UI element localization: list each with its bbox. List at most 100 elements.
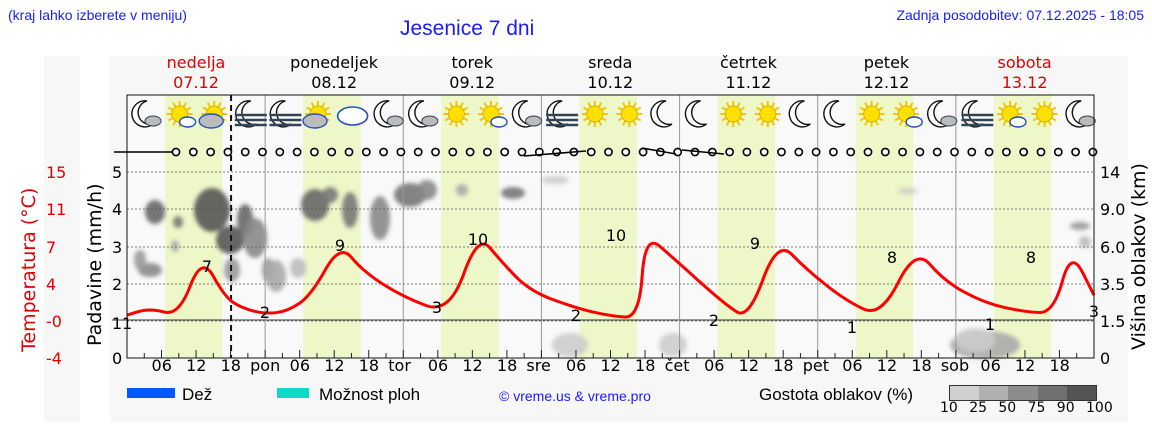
day-header: ponedeljek 08.12: [265, 53, 403, 93]
day-name: sreda: [588, 53, 633, 72]
day-date: 09.12: [449, 73, 496, 92]
x-tick-label: 12: [1014, 356, 1036, 375]
x-tick-label: pon: [250, 356, 281, 375]
day-date: 07.12: [173, 73, 219, 92]
svg-text:11: 11: [112, 314, 132, 333]
temp-tick: -4: [46, 349, 62, 368]
svg-text:2: 2: [571, 306, 581, 325]
svg-text:1: 1: [847, 318, 857, 337]
cloud-height-tick: 1.5: [1100, 312, 1126, 331]
region-hint[interactable]: (kraj lahko izberete v meniju): [8, 7, 187, 23]
day-date: 10.12: [587, 73, 634, 92]
rain-swatch: [127, 388, 175, 398]
svg-text:9: 9: [335, 236, 345, 255]
svg-text:10: 10: [606, 226, 626, 245]
density-tick: 75: [1027, 400, 1046, 416]
svg-text:8: 8: [887, 248, 897, 267]
cloud-height-tick: 14: [1100, 163, 1121, 182]
density-swatch: [979, 386, 1009, 400]
day-header: torek 09.12: [403, 53, 541, 93]
svg-text:10: 10: [468, 230, 488, 249]
day-name: nedelja: [166, 53, 226, 72]
x-tick-label: sre: [526, 356, 551, 375]
day-date: 13.12: [1001, 73, 1048, 92]
showers-label: Možnost ploh: [319, 385, 421, 404]
svg-text:9: 9: [750, 234, 760, 253]
x-tick-label: tor: [388, 356, 411, 375]
x-tick-label: 12: [186, 356, 207, 375]
last-update: Zadnja posodobitev: 07.12.2025 - 18:05: [896, 7, 1144, 23]
x-tick-label: 06: [289, 356, 311, 375]
density-tick: 50: [998, 400, 1017, 416]
x-tick-label: 12: [324, 356, 345, 375]
svg-text:1: 1: [985, 315, 995, 334]
svg-text:2: 2: [709, 311, 719, 330]
temp-tick: -0: [46, 312, 62, 331]
x-tick-label: 12: [600, 356, 621, 375]
x-tick-label: pet: [802, 356, 829, 375]
density-tick: 25: [969, 400, 988, 416]
x-tick-label: 18: [635, 356, 656, 375]
x-tick-label: sob: [940, 356, 970, 375]
x-tick-label: 06: [151, 356, 172, 375]
x-tick-label: 06: [565, 356, 587, 375]
day-header: petek 12.12: [818, 53, 956, 93]
x-tick-label: 12: [876, 356, 898, 375]
svg-text:2: 2: [260, 303, 270, 322]
day-name: četrtek: [719, 53, 777, 72]
density-swatch: [1037, 386, 1067, 400]
day-header: nedelja 07.12: [127, 53, 265, 93]
svg-text:3: 3: [432, 298, 442, 317]
temp-tick: 11: [46, 200, 67, 219]
x-tick-label: 18: [1049, 356, 1070, 375]
temp-tick: 4: [46, 275, 57, 294]
x-tick-label: 06: [980, 356, 1001, 375]
temp-tick: 7: [46, 238, 57, 257]
density-tick: 10: [940, 400, 958, 416]
day-date: 08.12: [311, 73, 357, 92]
x-tick-label: čet: [664, 356, 690, 375]
density-swatch: [1066, 386, 1097, 400]
left-axis-panel: [44, 56, 80, 422]
density-swatch: [950, 386, 980, 400]
precip-tick: 0: [112, 349, 123, 368]
precip-tick: 3: [112, 238, 123, 257]
day-header: sreda 10.12: [541, 53, 679, 93]
precip-tick: 2: [112, 275, 123, 294]
x-tick-label: 18: [358, 356, 380, 375]
day-header: četrtek 11.12: [679, 53, 817, 93]
precip-tick: 4: [112, 200, 123, 219]
cloud-height-tick: 9.0: [1100, 200, 1126, 219]
x-tick-label: 18: [911, 356, 932, 375]
x-axis-labels: 06 12 18 pon 06 12 18 tor 06 12 18 sre 06 12 18 čet 06 12…: [0, 356, 1152, 380]
cloud-height-tick: 6.0: [1100, 238, 1126, 257]
x-tick-label: 06: [427, 356, 449, 375]
x-tick-label: 06: [704, 356, 725, 375]
cloud-density-scale: [949, 385, 1097, 401]
x-tick-label: 18: [496, 356, 518, 375]
density-tick: 90: [1056, 400, 1075, 416]
day-date: 12.12: [863, 73, 910, 92]
copyright-link[interactable]: © vreme.us & vreme.pro: [499, 388, 651, 404]
x-tick-label: 12: [462, 356, 483, 375]
cloud-density-ticks: 10 25 50 75 90 100: [940, 400, 1113, 418]
x-tick-label: 12: [738, 356, 759, 375]
x-tick-label: 18: [220, 356, 241, 375]
svg-text:8: 8: [1026, 248, 1036, 267]
day-name: petek: [863, 53, 910, 72]
page-title: Jesenice 7 dni: [400, 17, 535, 40]
cloud-height-tick: 3.5: [1100, 275, 1126, 294]
x-tick-label: 06: [842, 356, 863, 375]
showers-swatch: [277, 388, 309, 398]
day-name: torek: [451, 53, 493, 72]
temp-tick: 15: [46, 163, 67, 182]
density-swatch: [1008, 386, 1038, 400]
x-tick-label: 18: [773, 356, 794, 375]
density-tick: 100: [1086, 400, 1113, 416]
svg-text:7: 7: [202, 257, 212, 276]
precip-tick: 5: [112, 163, 123, 182]
day-name: ponedeljek: [290, 53, 379, 72]
day-date: 11.12: [725, 73, 772, 92]
day-name: sobota: [997, 53, 1052, 72]
